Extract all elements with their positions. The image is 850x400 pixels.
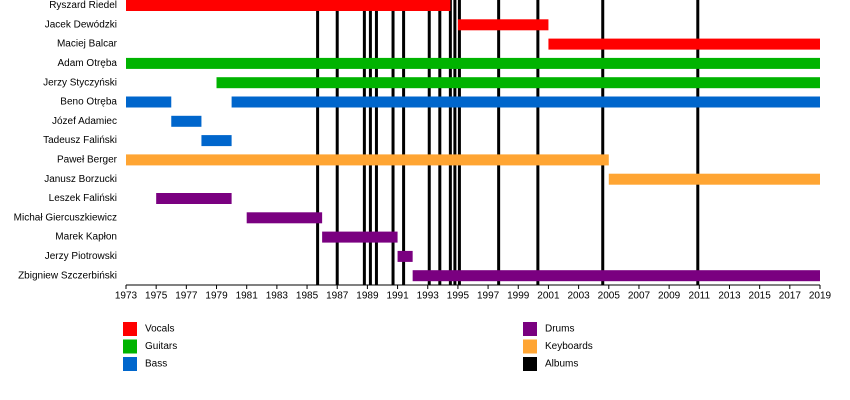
x-tick-label: 2003 <box>567 291 590 302</box>
legend-swatch <box>123 339 137 354</box>
legend-label: Guitars <box>145 341 177 352</box>
member-label: Marek Kapłon <box>55 232 117 243</box>
tenure-bar <box>216 77 821 89</box>
x-tick-label: 2005 <box>598 291 621 302</box>
member-label: Jerzy Styczyński <box>43 77 117 88</box>
member-label: Zbigniew Szczerbiński <box>18 270 117 281</box>
tenure-bar <box>156 193 232 204</box>
x-tick-label: 2011 <box>689 291 711 302</box>
x-tick-label: 1995 <box>447 291 470 302</box>
tenure-bar <box>322 231 398 243</box>
member-label: Ryszard Riedel <box>49 0 117 11</box>
x-tick-label: 1991 <box>386 291 409 302</box>
x-tick-label: 2009 <box>658 291 681 302</box>
x-tick-label: 1975 <box>145 291 168 302</box>
x-tick-label: 1981 <box>236 291 259 302</box>
x-tick-label: 2017 <box>779 291 802 302</box>
tenure-bar <box>608 173 820 185</box>
member-label: Leszek Faliński <box>49 193 117 204</box>
tenure-bar <box>201 135 232 147</box>
legend-swatch <box>123 322 137 336</box>
tenure-bar <box>397 250 413 262</box>
legend-swatch <box>523 339 537 354</box>
x-tick-label: 1977 <box>175 291 198 302</box>
x-tick-label: 1993 <box>417 291 440 302</box>
member-label: Michał Giercuszkiewicz <box>14 212 117 223</box>
member-label: Beno Otręba <box>60 97 117 108</box>
member-label: Jacek Dewódzki <box>45 19 117 30</box>
x-tick-label: 2019 <box>809 291 832 302</box>
tenure-bar <box>126 96 172 108</box>
member-label: Janusz Borzucki <box>44 174 117 185</box>
x-tick-label: 1985 <box>296 291 319 302</box>
x-tick-label: 1997 <box>477 291 500 302</box>
legend-swatch <box>523 322 537 336</box>
tenure-bar <box>548 38 820 50</box>
legend-label: Drums <box>545 324 574 335</box>
legend-swatch <box>523 357 537 371</box>
member-label: Józef Adamiec <box>52 116 117 127</box>
x-tick-label: 2015 <box>749 291 772 302</box>
legend-label: Albums <box>545 359 578 370</box>
member-label: Tadeusz Faliński <box>43 135 117 146</box>
member-label: Maciej Balcar <box>57 39 118 50</box>
legend-swatch <box>123 357 137 371</box>
legend-label: Vocals <box>145 324 174 335</box>
legend-label: Keyboards <box>545 341 593 352</box>
x-tick-label: 2001 <box>537 291 560 302</box>
x-tick-label: 1973 <box>115 291 138 302</box>
member-label: Adam Otręba <box>58 58 118 69</box>
tenure-bar <box>126 0 451 11</box>
x-tick-label: 2007 <box>628 291 651 302</box>
x-tick-label: 1999 <box>507 291 530 302</box>
x-tick-label: 1979 <box>205 291 228 302</box>
x-tick-label: 1987 <box>326 291 349 302</box>
tenure-bar <box>231 96 820 108</box>
tenure-bar <box>126 57 820 69</box>
tenure-bar <box>412 270 820 282</box>
tenure-bar <box>171 115 202 127</box>
tenure-bar <box>457 19 549 31</box>
x-tick-label: 1983 <box>266 291 289 302</box>
x-tick-label: 1989 <box>356 291 379 302</box>
member-label: Paweł Berger <box>57 155 118 166</box>
x-tick-label: 2013 <box>718 291 741 302</box>
legend-label: Bass <box>145 359 167 370</box>
member-label: Jerzy Piotrowski <box>45 251 117 262</box>
tenure-bar <box>246 212 323 224</box>
tenure-bar <box>126 154 609 166</box>
